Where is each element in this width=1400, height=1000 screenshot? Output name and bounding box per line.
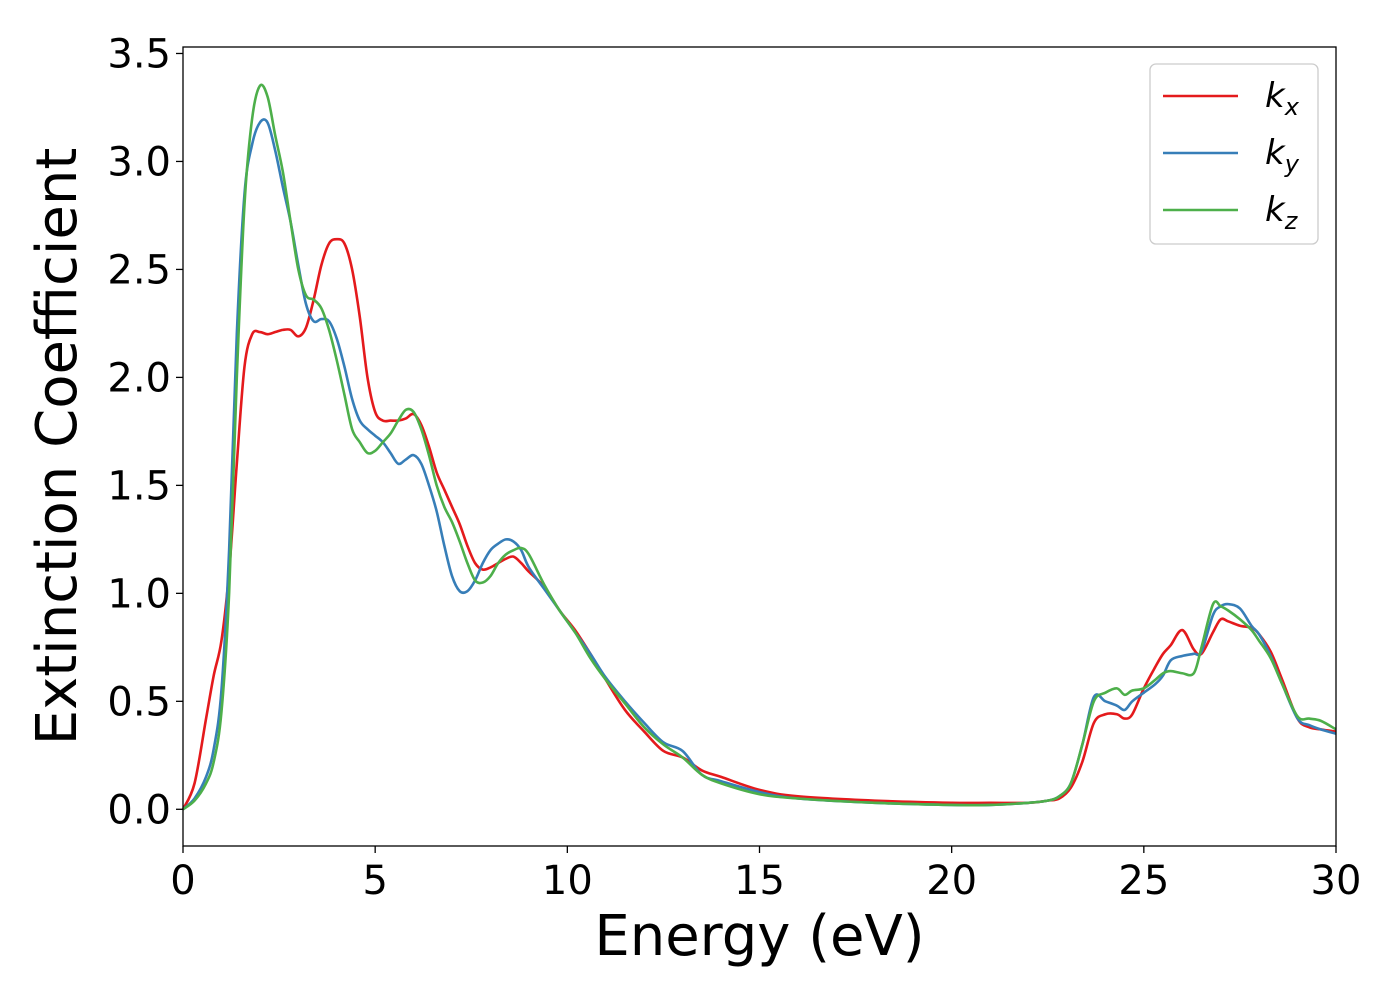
y-tick-label: 3.0 [107,139,171,185]
axis-ticks: 0 5 10 15 20 25 30 0.0 0.5 1.0 1.5 2.0 2.5 3.0 3.5 [107,31,1361,904]
y-tick-label: 0.5 [107,679,171,725]
x-tick-label: 0 [170,858,195,904]
series-line-x [181,237,1337,810]
x-tick-label: 15 [734,858,785,904]
legend: kx ky kz [1149,63,1319,245]
legend-label-x: kx [1265,76,1300,121]
series-line-z [182,83,1337,811]
y-tick-label: 1.5 [107,463,171,509]
series-layer [181,83,1337,811]
y-tick-label: 0.0 [107,787,171,833]
x-tick-label: 5 [362,858,387,904]
y-tick-label: 1.0 [107,571,171,617]
plot-frame [182,46,1337,847]
legend-label-z: kz [1265,190,1299,235]
x-tick-label: 20 [926,858,977,904]
x-tick-label: 10 [542,858,593,904]
x-axis-title: Energy (eV) [594,904,924,969]
y-tick-label: 2.0 [107,355,171,401]
legend-label-y: ky [1265,133,1300,178]
y-tick-label: 3.5 [107,31,171,77]
y-axis-title: Extinction Coefficient [25,148,90,746]
y-tick-label: 2.5 [107,247,171,293]
x-tick-label: 25 [1118,858,1169,904]
x-tick-label: 30 [1311,858,1362,904]
